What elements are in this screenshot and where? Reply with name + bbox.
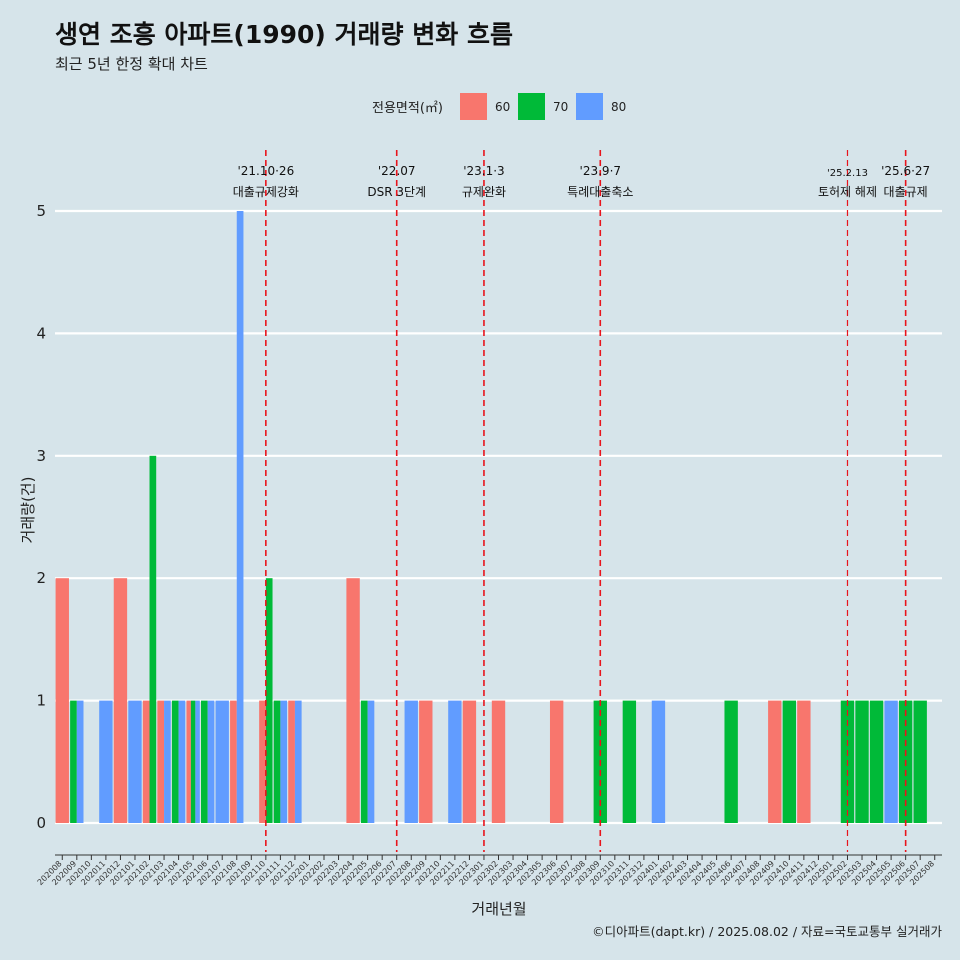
bar-70-202410 — [782, 700, 797, 823]
bar-80-202208 — [404, 700, 418, 823]
bar-60-202302 — [491, 700, 506, 823]
bar-60-202409 — [768, 700, 782, 823]
bar-60-202212 — [462, 700, 477, 823]
bar-80-202103 — [164, 700, 171, 823]
bar-60-202204 — [346, 578, 360, 823]
legend: 전용면적(㎡) 60 70 80 — [372, 93, 626, 120]
legend-swatch-80 — [576, 93, 603, 120]
bars — [55, 211, 927, 823]
legend-label-60: 60 — [495, 100, 510, 114]
bar-80-202401 — [651, 700, 666, 823]
bar-70-202105 — [190, 700, 196, 823]
bar-60-202105 — [186, 700, 191, 823]
bar-80-202101 — [128, 700, 142, 823]
bar-80-202104 — [178, 700, 186, 823]
bar-60-202112 — [288, 700, 295, 823]
bar-60-202008 — [55, 578, 69, 823]
event-date: '25.2.13 — [827, 168, 868, 179]
legend-swatch-70 — [518, 93, 545, 120]
bar-70-202111 — [273, 700, 281, 823]
bar-70-202009 — [70, 700, 77, 823]
legend-label-70: 70 — [553, 100, 568, 114]
y-axis-label: 거래량(건) — [19, 477, 37, 544]
bar-60-202012 — [113, 578, 128, 823]
chart-title: 생연 조흥 아파트(1990) 거래량 변화 흐름 — [55, 20, 513, 49]
bar-60-202209 — [419, 700, 433, 823]
bar-80-202009 — [76, 700, 84, 823]
bar-80-202107 — [215, 700, 229, 823]
legend-title: 전용면적(㎡) — [372, 101, 443, 116]
event-label: 특례대출축소 — [567, 185, 633, 199]
bar-60-202102 — [142, 700, 150, 823]
y-tick-label: 2 — [36, 569, 46, 587]
legend-swatch-60 — [460, 93, 487, 120]
y-tick-label: 3 — [36, 447, 46, 465]
legend-label-80: 80 — [611, 100, 626, 114]
bar-70-202311 — [622, 700, 637, 823]
bar-80-202505 — [884, 700, 898, 823]
bar-80-202205 — [367, 700, 375, 823]
bar-80-202211 — [448, 700, 462, 823]
bar-60-202103 — [157, 700, 165, 823]
bar-70-202504 — [869, 700, 884, 823]
event-label: 대출규제 — [884, 185, 928, 199]
y-tick-label: 1 — [36, 692, 46, 710]
bar-80-202108 — [236, 211, 244, 823]
y-tick-label: 5 — [36, 202, 46, 220]
bar-80-202105 — [195, 700, 200, 823]
y-tick-label: 0 — [36, 814, 46, 832]
caption: ©디아파트(dapt.kr) / 2025.08.02 / 자료=국토교통부 실… — [592, 924, 942, 939]
event-date: '22.07 — [378, 164, 416, 178]
bar-70-202102 — [149, 455, 157, 823]
bar-70-202106 — [200, 700, 208, 823]
axes: 0123452020082020092020102020112020122021… — [36, 202, 942, 887]
event-label: DSR 3단계 — [367, 185, 426, 199]
event-date: '23.9·7 — [580, 164, 621, 178]
event-date: '25.6·27 — [881, 164, 930, 178]
chart-subtitle: 최근 5년 한정 확대 차트 — [55, 55, 208, 73]
bar-80-202112 — [294, 700, 302, 823]
bar-60-202110 — [259, 700, 266, 823]
bar-80-202111 — [280, 700, 288, 823]
bar-70-202406 — [724, 700, 738, 823]
bar-70-202205 — [360, 700, 368, 823]
bar-60-202306 — [549, 700, 564, 823]
event-markers: '21.10·26 대출규제강화 '22.07 DSR 3단계 '23.1·3 규제완화 '… — [233, 150, 930, 852]
y-tick-label: 4 — [36, 324, 46, 342]
bar-60-202108 — [230, 700, 237, 823]
event-label: 규제완화 — [462, 185, 506, 199]
bar-70-202110 — [265, 578, 273, 823]
bar-70-202507 — [913, 700, 927, 823]
event-date: '23.1·3 — [463, 164, 504, 178]
event-date: '21.10·26 — [237, 164, 294, 178]
bar-80-202011 — [99, 700, 113, 823]
bar-80-202106 — [207, 700, 215, 823]
bar-70-202104 — [171, 700, 179, 823]
bar-70-202503 — [855, 700, 869, 823]
x-axis-label: 거래년월 — [471, 900, 526, 918]
title-group: 생연 조흥 아파트(1990) 거래량 변화 흐름 최근 5년 한정 확대 차트 — [55, 20, 513, 73]
event-label: 토허제 해제 — [818, 185, 877, 199]
bar-60-202411 — [797, 700, 811, 823]
event-label: 대출규제강화 — [233, 185, 299, 199]
